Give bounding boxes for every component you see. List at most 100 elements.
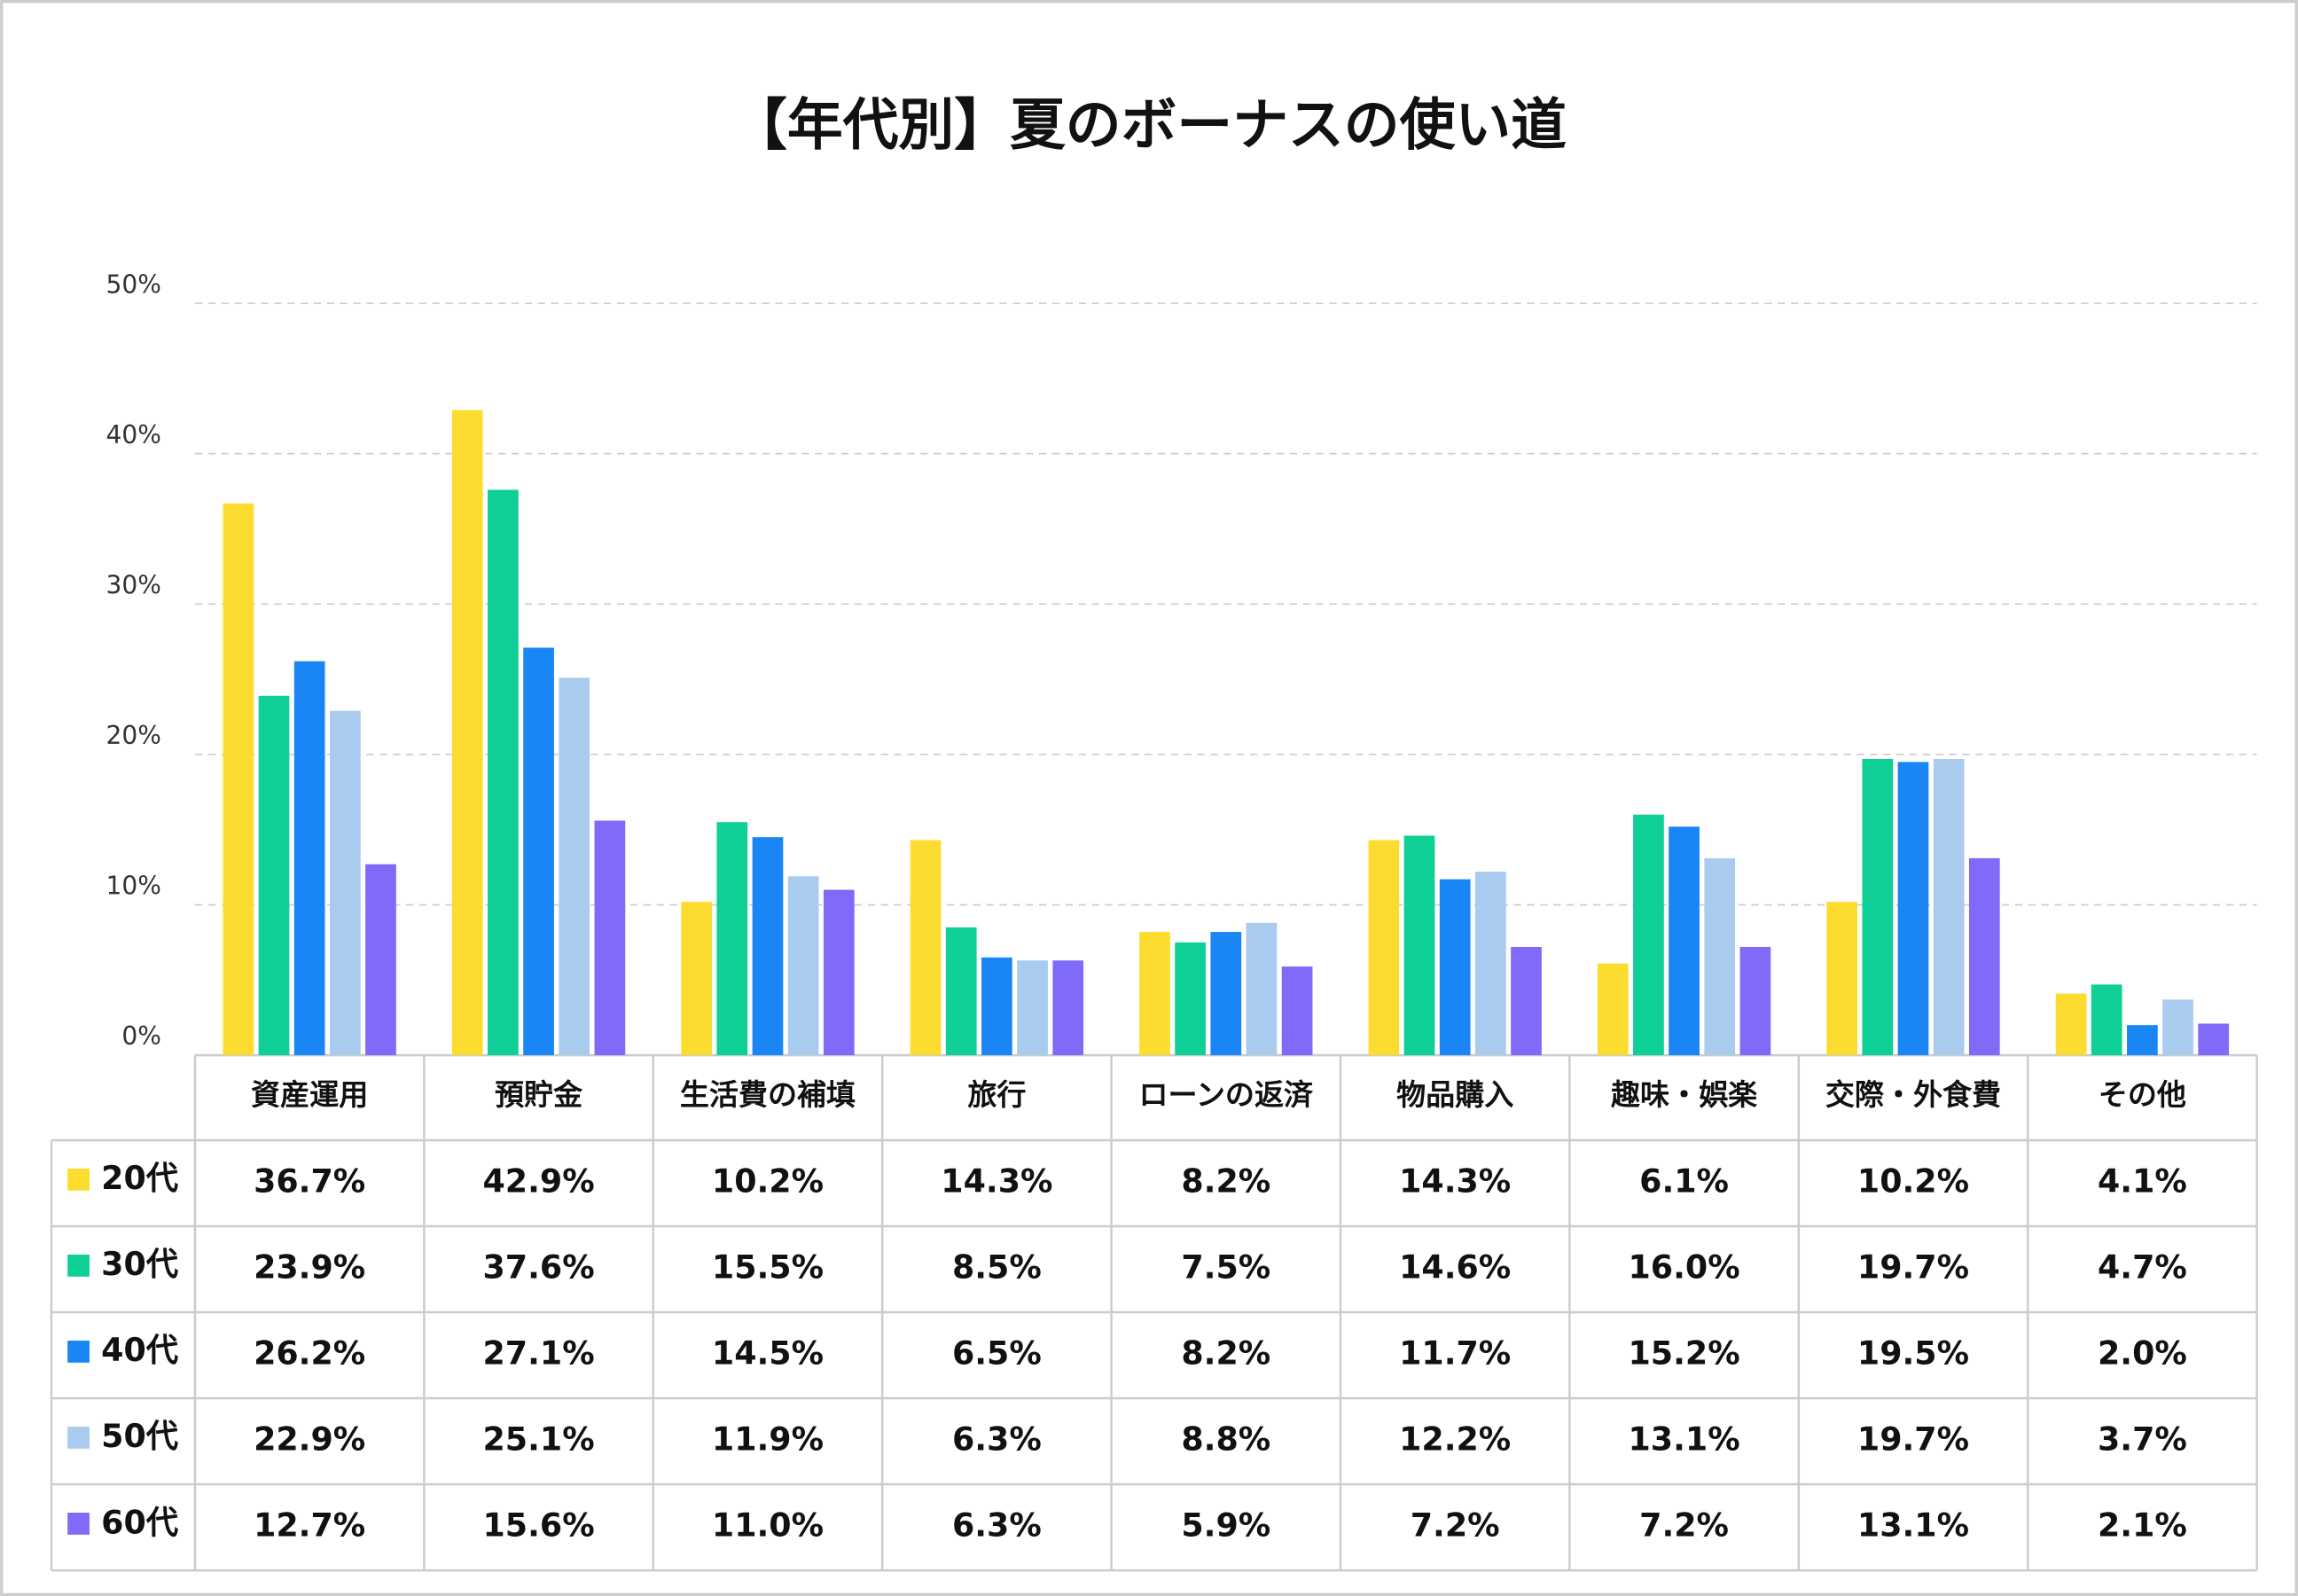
- bar: [681, 902, 712, 1056]
- x-tick-label: 生活費の補填: [680, 1077, 856, 1112]
- bar: [823, 889, 855, 1056]
- bar: [1669, 826, 1700, 1056]
- table-cell: 19.5%: [1857, 1334, 1969, 1373]
- x-tick-label: 旅行: [967, 1077, 1026, 1112]
- bar: [1052, 960, 1084, 1056]
- table-cell: 8.2%: [1181, 1334, 1270, 1373]
- bar: [488, 489, 519, 1056]
- legend-swatch: [67, 1513, 90, 1535]
- y-tick-label: 20%: [106, 721, 161, 750]
- bar: [1511, 946, 1542, 1056]
- legend-swatch: [67, 1254, 90, 1277]
- table-cell: 15.6%: [483, 1506, 595, 1545]
- bar: [1403, 835, 1435, 1056]
- bar: [559, 677, 590, 1056]
- bar: [329, 710, 361, 1056]
- table-cell: 26.2%: [254, 1334, 365, 1373]
- legend-label: 40代: [101, 1331, 179, 1369]
- table-cell: 22.9%: [254, 1420, 365, 1459]
- y-tick-label: 50%: [106, 270, 161, 299]
- table-cell: 3.7%: [2098, 1420, 2187, 1459]
- table-cell: 10.2%: [1857, 1162, 1969, 1200]
- bar: [1826, 902, 1858, 1056]
- table-cell: 19.7%: [1857, 1420, 1969, 1459]
- table-cell: 12.7%: [254, 1506, 365, 1545]
- bar: [1175, 942, 1206, 1056]
- bar: [1597, 963, 1629, 1056]
- table-cell: 19.7%: [1857, 1248, 1969, 1286]
- legend-label: 30代: [101, 1245, 179, 1283]
- table-cell: 11.9%: [712, 1420, 824, 1459]
- bar: [1210, 932, 1242, 1056]
- table-cell: 12.2%: [1399, 1420, 1511, 1459]
- table-cell: 14.3%: [1399, 1162, 1511, 1200]
- x-tick-label: その他: [2099, 1077, 2186, 1112]
- table-cell: 11.0%: [712, 1506, 824, 1545]
- table-cell: 7.2%: [1411, 1506, 1500, 1545]
- table-cell: 15.5%: [712, 1248, 824, 1286]
- table-cell: 16.0%: [1629, 1248, 1740, 1286]
- table-cell: 14.5%: [712, 1334, 824, 1373]
- legend-swatch: [67, 1427, 90, 1449]
- bar: [1017, 960, 1048, 1056]
- bar: [1474, 872, 1506, 1056]
- table-cell: 6.3%: [952, 1506, 1042, 1545]
- y-tick-label: 40%: [106, 420, 161, 450]
- bar: [451, 410, 483, 1056]
- table-cell: 6.5%: [952, 1334, 1042, 1373]
- table-cell: 6.1%: [1639, 1162, 1729, 1200]
- legend-swatch: [67, 1168, 90, 1191]
- bar: [2091, 984, 2122, 1056]
- table-cell: 42.9%: [483, 1162, 595, 1200]
- legend-label: 20代: [101, 1159, 179, 1197]
- table-cell: 14.6%: [1399, 1248, 1511, 1286]
- table-cell: 13.1%: [1629, 1420, 1740, 1459]
- bar: [1862, 758, 1894, 1056]
- table-cell: 15.2%: [1629, 1334, 1740, 1373]
- bar: [1368, 840, 1400, 1056]
- legend-label: 50代: [101, 1417, 179, 1455]
- table-cell: 4.1%: [2098, 1162, 2187, 1200]
- bar: [523, 647, 554, 1056]
- table-cell: 8.2%: [1181, 1162, 1270, 1200]
- bar: [1933, 758, 1965, 1056]
- y-tick-label: 10%: [106, 872, 161, 901]
- bar: [1246, 922, 1278, 1056]
- table-cell: 11.7%: [1399, 1334, 1511, 1373]
- bar: [2162, 999, 2193, 1056]
- bar: [1704, 857, 1736, 1056]
- bar: [2055, 993, 2087, 1056]
- bar: [1281, 966, 1313, 1056]
- bar: [594, 820, 626, 1056]
- x-tick-label: 趣味・娯楽: [1611, 1077, 1757, 1112]
- table-cell: 8.5%: [952, 1248, 1042, 1286]
- legend-swatch: [67, 1340, 90, 1363]
- table-cell: 13.1%: [1857, 1506, 1969, 1545]
- table-cell: 36.7%: [254, 1162, 365, 1200]
- table-cell: 37.6%: [483, 1248, 595, 1286]
- table-cell: 2.0%: [2098, 1334, 2187, 1373]
- bar: [1439, 879, 1471, 1056]
- table-cell: 7.2%: [1639, 1506, 1729, 1545]
- bar: [1739, 946, 1771, 1056]
- bar: [752, 837, 784, 1056]
- bar: [223, 503, 254, 1056]
- bar: [365, 864, 396, 1056]
- table-cell: 25.1%: [483, 1420, 595, 1459]
- bar: [945, 927, 977, 1056]
- x-tick-label: 預貯金: [495, 1077, 583, 1112]
- chart-title: 【年代別】夏のボーナスの使い道: [731, 93, 1567, 158]
- x-tick-label: 交際・外食費: [1825, 1077, 2001, 1112]
- table-cell: 8.8%: [1181, 1420, 1270, 1459]
- table-cell: 23.9%: [254, 1248, 365, 1286]
- table-cell: 5.9%: [1181, 1506, 1270, 1545]
- bar: [1139, 932, 1170, 1056]
- bar: [787, 876, 819, 1056]
- bar: [2198, 1023, 2230, 1056]
- bar: [910, 840, 942, 1056]
- table-cell: 10.2%: [712, 1162, 824, 1200]
- table-cell: 2.1%: [2098, 1506, 2187, 1545]
- table-cell: 14.3%: [941, 1162, 1052, 1200]
- x-tick-label: 資産運用: [251, 1077, 368, 1112]
